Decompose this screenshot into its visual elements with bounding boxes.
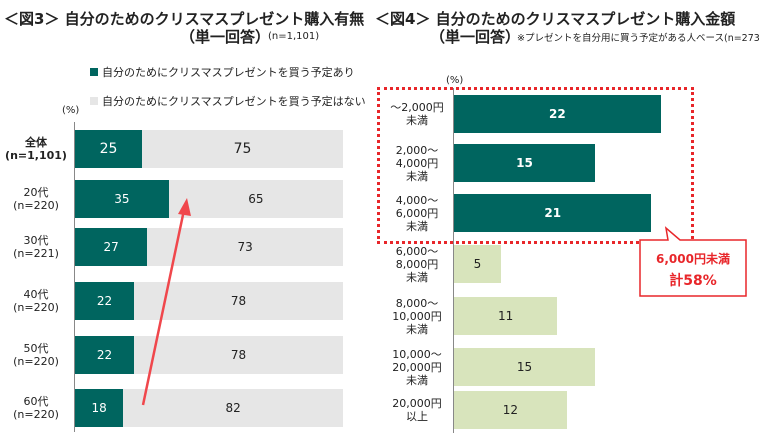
category-label: 40代 (n=220) [13,288,59,314]
callout-line2: 計58% [669,273,717,289]
category-label: 4,000～ 6,000円 未満 [395,193,439,233]
bar-yes: 27 [75,228,148,266]
category-label: 30代 (n=221) [13,234,59,260]
legend-swatch [90,68,98,76]
category-label: 20代 (n=220) [13,186,59,212]
legend-swatch [90,97,98,105]
axis-line [74,122,75,432]
category-label: 50代 (n=220) [13,342,59,368]
bar: 11 [454,297,558,335]
axis-line [453,88,454,433]
chart3-note: (n=1,101) [268,31,320,42]
highlight-box [377,87,694,244]
chart4-note: ※プレゼントを自分用に買う予定がある人ベース(n=273) [517,33,760,44]
chart4-title: ＜図4＞ 自分のためのクリスマスプレゼント購入金額 [375,10,736,28]
trend-arrow-line [141,209,186,406]
chart3-title: ＜図3＞ 自分のためのクリスマスプレゼント購入有無 [4,10,365,28]
legend-item-yes: 自分のためにクリスマスプレゼントを買う予定あり [90,64,355,80]
chart3-subtitle: （単一回答） [180,28,271,46]
trend-arrow-head [178,198,191,216]
callout-line1: 6,000円未満 [656,252,730,266]
bar-no: 65 [168,180,343,218]
bar-yes: 35 [75,180,169,218]
bar: 15 [454,144,595,182]
bar-no: 78 [133,336,343,374]
bar-no: 82 [123,389,343,427]
category-label: 60代 (n=220) [13,395,59,421]
bar-yes: 22 [75,336,134,374]
bar-yes: 25 [75,130,142,168]
category-label: 2,000～ 4,000円 未満 [395,143,439,183]
category-label: 8,000～ 10,000円 未満 [392,296,442,336]
bar: 5 [454,245,501,283]
bar: 15 [454,348,595,386]
category-label: 10,000～ 20,000円 未満 [392,347,442,387]
chart3-unit: (%) [62,105,80,116]
category-label: ～2,000円 未満 [390,101,444,127]
callout-box [639,226,747,297]
legend-label: 自分のためにクリスマスプレゼントを買う予定あり [102,66,355,79]
bar: 12 [454,391,567,429]
legend-item-no: 自分のためにクリスマスプレゼントを買う予定はない [90,93,366,109]
bar: 21 [454,194,652,232]
category-label: 6,000～ 8,000円 未満 [395,244,439,284]
bar-no: 75 [142,130,343,168]
bar: 22 [454,95,661,133]
legend-label: 自分のためにクリスマスプレゼントを買う予定はない [102,95,366,108]
category-label: 20,000円 以上 [392,397,442,423]
bar-yes: 18 [75,389,124,427]
category-label: 全体 (n=1,101) [5,136,67,162]
chart4-subtitle: （単一回答） [430,28,521,46]
chart4-unit: (%) [446,75,464,86]
bar-yes: 22 [75,282,134,320]
